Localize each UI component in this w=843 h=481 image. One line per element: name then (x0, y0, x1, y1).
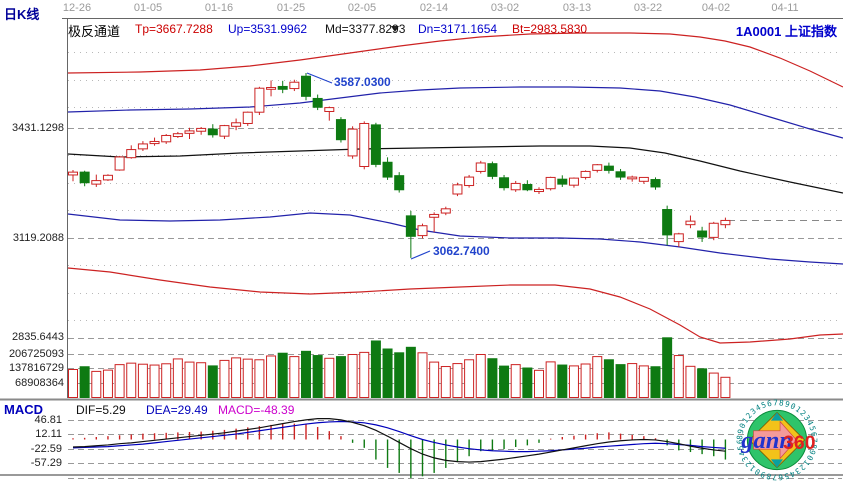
logo-triangle-bottom (770, 459, 784, 468)
macd-macd-value: MACD=-48.39 (218, 403, 295, 417)
gann360-logo[interactable]: 8901234567890123456789012345678901234567… (729, 399, 825, 481)
x-axis-label: 01-25 (276, 2, 306, 14)
price-axis-label: 3119.2088 (12, 232, 64, 244)
x-axis-label: 03-13 (562, 2, 592, 14)
macd-axis-label: 12.11 (35, 428, 62, 440)
annotation-low-price: 3062.7400 (433, 244, 490, 258)
indicator-value: Md=3377.8293 (325, 22, 406, 36)
price-axis-label: 3431.1298 (12, 122, 64, 134)
macd-axis-label: -22.59 (30, 443, 62, 455)
volume-axis-label: 68908364 (15, 377, 64, 389)
volume-axis-label: 206725093 (8, 348, 64, 360)
macd-dea-value: DEA=29.49 (146, 403, 208, 417)
indicator-value: Up=3531.9962 (228, 22, 308, 36)
x-axis-label: 03-22 (633, 2, 663, 14)
indicator-value: Bt=2983.5830 (512, 22, 588, 36)
logo-text-gann: gann (740, 427, 793, 454)
indicator-value: Dn=3171.1654 (418, 22, 498, 36)
x-axis-label: 01-16 (204, 2, 234, 14)
macd-axis-label: -57.29 (30, 457, 62, 469)
chart-type-label: 日K线 (4, 7, 40, 22)
x-axis-label: 03-02 (490, 2, 520, 14)
logo-triangle-top (770, 412, 784, 421)
volume-axis-label: 137816729 (8, 362, 64, 374)
macd-axis-label: 46.81 (34, 414, 62, 426)
x-axis-label: 02-05 (347, 2, 377, 14)
indicator-value: Tp=3667.7288 (135, 22, 213, 36)
macd-pane-title[interactable]: MACD (4, 402, 43, 417)
x-axis-label: 04-11 (771, 2, 799, 14)
logo-text-360: 360 (783, 432, 815, 454)
symbol-label[interactable]: 1A0001 上证指数 (735, 24, 837, 39)
x-axis-label: 04-02 (701, 2, 731, 14)
logo-arrow-icon (753, 420, 797, 460)
macd-dif-value: DIF=5.29 (76, 403, 126, 417)
annotation-peak-price: 3587.0300 (334, 75, 391, 89)
x-axis-label: 02-14 (419, 2, 449, 14)
x-axis-label: 12-26 (62, 2, 92, 14)
x-axis-label: 01-05 (133, 2, 163, 14)
indicator-name[interactable]: 极反通道 (68, 24, 121, 39)
price-axis-label: 2835.6443 (12, 331, 64, 343)
